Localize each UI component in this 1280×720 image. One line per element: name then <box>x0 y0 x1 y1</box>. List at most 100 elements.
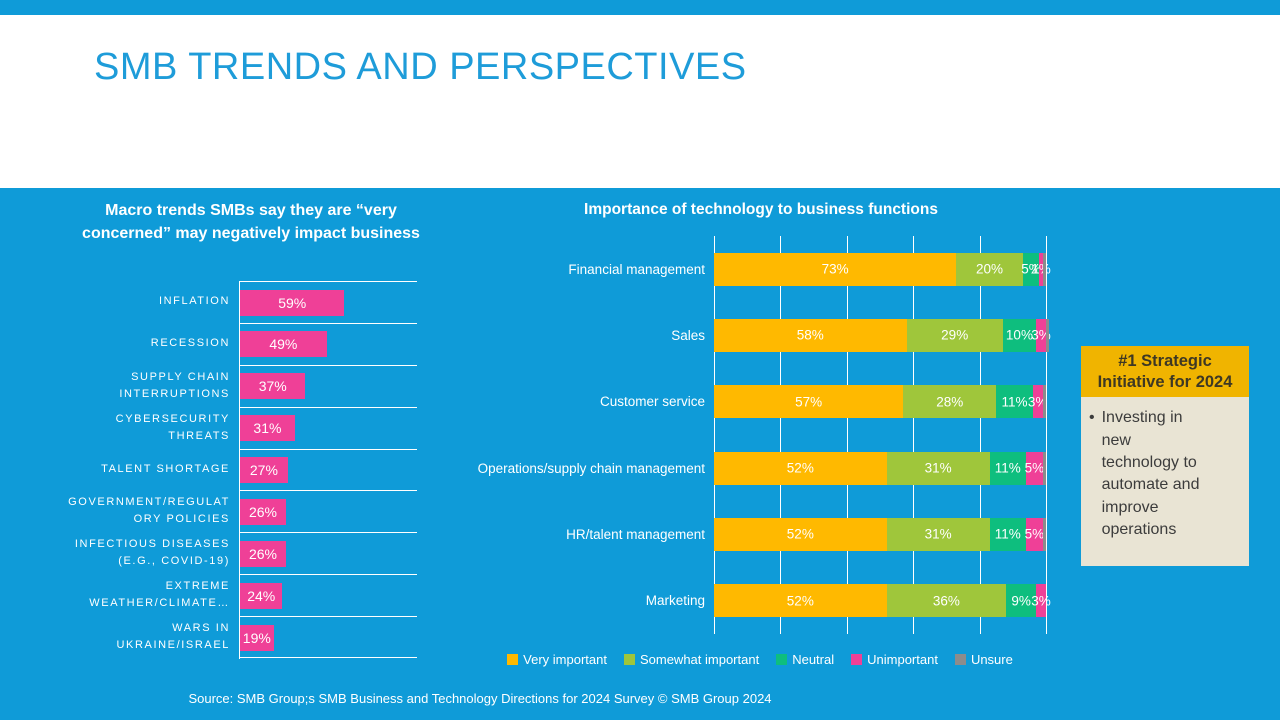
segment-value-label: 20% <box>976 261 1004 277</box>
x-gridline <box>780 236 782 634</box>
legend-swatch-somewhat-important <box>623 654 635 665</box>
segment-value-label: 29% <box>941 327 969 343</box>
macro-category-label: INFLATION <box>158 295 230 308</box>
stacked-bar-row-operations-supply-chain-management: 52% 31% 11% 5% <box>714 451 1046 485</box>
segment-value-label: 58% <box>796 327 824 343</box>
function-category-label: Customer service <box>599 394 705 410</box>
segment-unsure <box>1042 517 1046 551</box>
segment-neutral <box>989 451 1027 485</box>
macro-trend-bar-cybersecurity: 31% <box>240 415 295 442</box>
legend-label: Somewhat important <box>639 652 760 667</box>
segment-value-label: 31% <box>924 526 952 542</box>
stacked-bar-row-marketing: 52% 36% 9% 3% <box>714 584 1051 618</box>
bar-value-label: 49% <box>269 336 298 353</box>
legend-item-somewhat-important: Somewhat important <box>623 652 760 667</box>
tech-importance-chart-title: Importance of technology to business fun… <box>584 201 938 218</box>
bar-value-label: 26% <box>248 503 278 520</box>
x-gridline <box>913 236 915 634</box>
segment-unsure <box>1042 451 1046 485</box>
bar-value-label: 59% <box>278 294 307 311</box>
segment-value-label: 73% <box>821 261 849 277</box>
macro-trend-row: 26% <box>240 490 417 532</box>
x-gridline <box>714 236 715 634</box>
segment-value-label: 28% <box>936 394 964 410</box>
segment-value-label: 3% <box>1031 327 1051 343</box>
segment-somewhat-important <box>886 517 990 551</box>
callout-header: #1 Strategic Initiative for 2024 <box>1081 346 1249 398</box>
x-gridline <box>979 236 981 634</box>
macro-trend-bar-recession: 49% <box>240 331 327 358</box>
segment-unsure <box>1042 252 1046 286</box>
x-gridline <box>846 236 848 634</box>
macro-category-label: GOVERNMENT/REGULAT ORY POLICIES <box>68 496 230 526</box>
bar-value-label: 31% <box>253 420 282 437</box>
segment-unimportant <box>1032 385 1043 419</box>
segment-value-label: 11% <box>994 526 1021 542</box>
segment-value-label: 9% <box>1011 593 1031 609</box>
macro-trend-bar-talent-shortage: 27% <box>240 457 288 483</box>
bar-value-label: 24% <box>247 587 276 604</box>
segment-value-label: 36% <box>932 593 960 609</box>
bullet-marker: • <box>1089 409 1095 427</box>
function-category-label: Operations/supply chain management <box>477 460 705 476</box>
segment-somewhat-important <box>886 451 990 485</box>
segment-neutral <box>989 517 1027 551</box>
segment-value-label: 52% <box>786 460 814 476</box>
macro-trends-chart: 59% 49% 37% 31% 27% 26% 26% 24% 19% <box>239 281 417 659</box>
x-gridline <box>1046 236 1047 634</box>
bar-value-label: 19% <box>242 629 271 646</box>
legend-swatch-unimportant <box>851 654 863 665</box>
macro-trend-row: 37% <box>240 364 417 407</box>
segment-neutral <box>996 385 1033 419</box>
macro-trend-row: 19% <box>240 616 417 658</box>
callout-body: • Investing in new technology to automat… <box>1081 397 1249 566</box>
page-title: SMB TRENDS AND PERSPECTIVES <box>94 46 747 88</box>
segment-unimportant <box>1036 318 1046 352</box>
macro-trend-bar-supply-chain: 37% <box>240 373 306 400</box>
macro-trend-row: 24% <box>240 574 417 616</box>
macro-category-label: CYBERSECURITY THREATS <box>115 412 230 442</box>
macro-category-label: RECESSION <box>150 337 230 350</box>
segment-unsure <box>1042 385 1046 419</box>
macro-trend-row: 59% <box>240 281 417 323</box>
macro-category-label: EXTREME WEATHER/CLIMATE… <box>89 580 230 610</box>
segment-unimportant <box>1036 584 1046 618</box>
segment-very-important <box>714 385 904 419</box>
callout-body-text: Investing in new technology to automate … <box>1101 409 1200 539</box>
segment-somewhat-important <box>903 385 997 419</box>
segment-unsure <box>1046 318 1050 352</box>
segment-somewhat-important <box>906 318 1003 352</box>
segment-value-label: 3% <box>1027 394 1048 410</box>
legend-item-neutral: Neutral <box>776 652 834 667</box>
segment-unimportant <box>1039 252 1043 286</box>
legend-swatch-unsure <box>954 654 966 665</box>
macro-trend-bar-government-regulat: 26% <box>240 498 287 525</box>
header-band <box>0 15 1280 188</box>
bar-value-label: 27% <box>249 462 278 478</box>
segment-neutral <box>1022 252 1040 286</box>
macro-category-label: WARS IN UKRAINE/ISRAEL <box>116 621 230 651</box>
legend-item-unimportant: Unimportant <box>851 652 938 667</box>
tech-importance-chart: 73% 20% 5% 1% 58% 29% 10% 3% 57% 28% 11% 3% 52% 31% 11… <box>714 236 1051 634</box>
macro-trend-row: 31% <box>240 406 417 449</box>
macro-trend-bar-infectious-diseases: 26% <box>240 540 287 567</box>
legend-label: Unimportant <box>867 652 938 667</box>
macro-trends-chart-title: Macro trends SMBs say they are “very con… <box>82 202 420 243</box>
macro-trend-bar-inflation: 59% <box>240 289 345 316</box>
bar-value-label: 26% <box>248 545 278 562</box>
legend-label: Neutral <box>792 652 835 667</box>
strategic-initiative-callout: #1 Strategic Initiative for 2024 • Inves… <box>1081 346 1249 566</box>
legend-item-very-important: Very important <box>507 652 607 667</box>
segment-somewhat-important <box>886 584 1007 618</box>
segment-value-label: 5% <box>1021 261 1041 277</box>
stacked-bar-row-financial-management: 73% 20% 5% 1% <box>714 252 1051 286</box>
legend-label: Very important <box>523 652 607 667</box>
function-category-label: Financial management <box>568 261 705 277</box>
macro-trend-row: 26% <box>240 532 417 574</box>
segment-value-label: 5% <box>1024 460 1045 476</box>
function-category-label: Marketing <box>645 593 705 609</box>
segment-value-label: 3% <box>1031 593 1051 609</box>
segment-neutral <box>1006 584 1037 618</box>
segment-very-important <box>714 318 907 352</box>
